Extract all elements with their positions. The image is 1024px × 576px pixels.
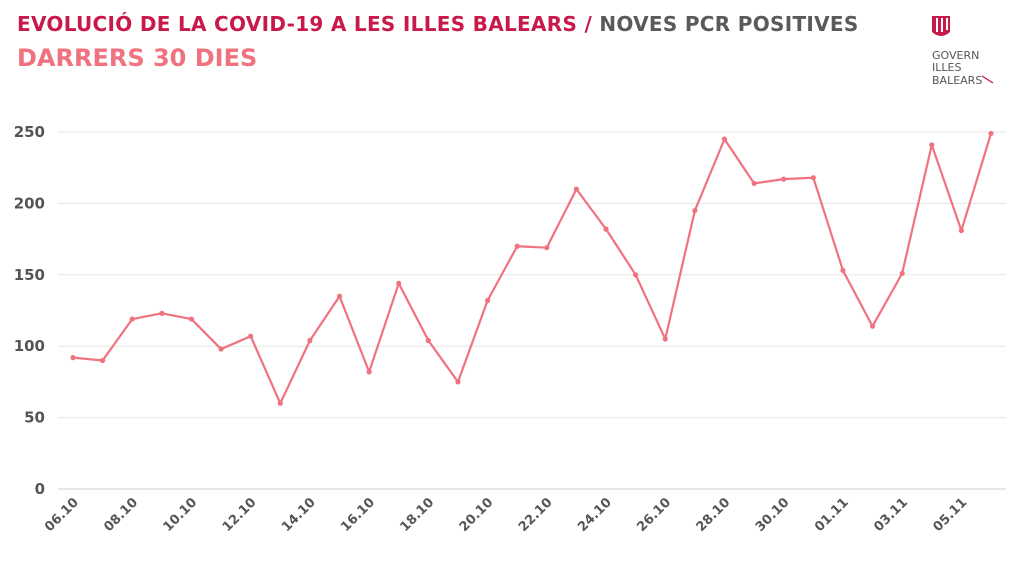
data-point	[514, 243, 520, 249]
data-point	[810, 175, 816, 181]
x-tick-label: 24.10	[575, 495, 615, 535]
data-point	[366, 369, 372, 375]
logo-line-3: BALEARS	[932, 74, 1012, 87]
data-point	[573, 186, 580, 192]
y-tick-label: 250	[14, 123, 45, 141]
data-point	[603, 226, 609, 232]
data-point	[100, 357, 106, 364]
logo-line: ILLES	[932, 61, 962, 74]
data-point	[188, 316, 195, 322]
data-point	[70, 355, 76, 361]
title-secondary: NOVES PCR POSITIVES	[599, 12, 859, 36]
x-tick-label: 28.10	[694, 495, 734, 535]
data-point	[662, 336, 668, 342]
y-tick-label: 100	[14, 337, 45, 355]
title-separator: /	[577, 12, 600, 36]
y-tick-label: 50	[24, 409, 45, 427]
logo-slash-icon	[981, 75, 994, 84]
x-tick-label: 08.10	[101, 495, 141, 535]
data-point	[929, 142, 935, 148]
y-tick-label: 0	[35, 480, 45, 498]
x-tick-label: 10.10	[161, 495, 201, 535]
data-point	[633, 272, 639, 278]
data-point	[692, 207, 698, 214]
logo-line: GOVERN	[932, 49, 980, 62]
y-tick-label: 150	[14, 266, 45, 284]
data-point	[484, 297, 491, 304]
data-point	[307, 337, 313, 344]
chart-title: EVOLUCIÓ DE LA COVID-19 A LES ILLES BALE…	[17, 12, 859, 36]
x-tick-label: 26.10	[634, 495, 674, 535]
series-line	[72, 133, 993, 405]
data-point	[988, 130, 994, 137]
data-point	[544, 245, 550, 251]
data-point	[425, 337, 431, 344]
x-tick-label: 20.10	[457, 495, 497, 535]
data-point	[958, 227, 964, 234]
x-tick-label: 05.11	[931, 495, 971, 535]
data-point	[396, 280, 402, 286]
x-tick-label: 12.10	[220, 495, 260, 535]
data-point	[840, 267, 846, 274]
data-point	[129, 316, 135, 322]
x-tick-label: 03.11	[871, 495, 911, 535]
x-tick-label: 22.10	[516, 495, 556, 535]
x-tick-label: 18.10	[397, 495, 437, 535]
data-point	[218, 346, 224, 352]
y-tick-label: 200	[14, 194, 45, 212]
x-tick-label: 16.10	[338, 495, 378, 535]
x-tick-label: 14.10	[279, 495, 319, 535]
govern-logo: GOVERN ILLES BALEARS	[932, 16, 1012, 87]
coat-of-arms-icon	[932, 16, 950, 36]
data-point	[781, 176, 787, 182]
x-tick-label: 06.10	[42, 495, 82, 535]
data-point	[869, 323, 876, 329]
chart-subtitle: DARRERS 30 DIES	[17, 44, 258, 72]
data-point	[336, 293, 343, 299]
x-tick-label: 01.11	[812, 495, 852, 535]
logo-line: BALEARS	[932, 74, 983, 87]
data-point	[721, 136, 728, 142]
data-point	[751, 180, 757, 187]
title-main: EVOLUCIÓ DE LA COVID-19 A LES ILLES BALE…	[17, 12, 578, 36]
x-tick-label: 30.10	[753, 495, 793, 535]
data-point	[277, 400, 283, 406]
data-point	[248, 333, 254, 339]
data-point	[455, 379, 461, 385]
data-point	[159, 310, 165, 316]
data-point	[899, 270, 905, 276]
